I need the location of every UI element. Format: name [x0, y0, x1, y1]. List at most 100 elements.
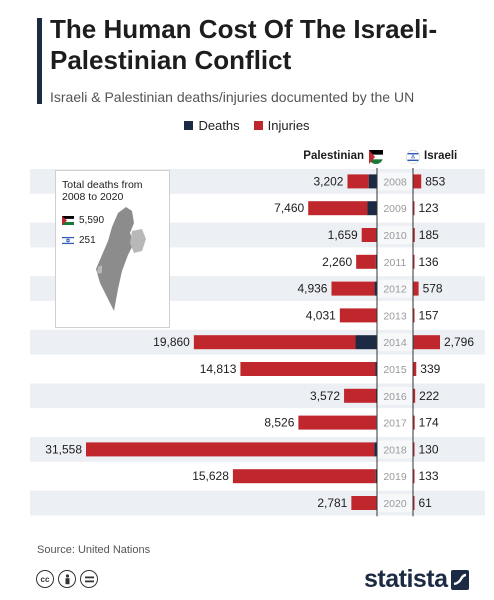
year-cell [377, 413, 413, 432]
year-label: 2009 [383, 203, 407, 215]
year-cell [377, 199, 413, 218]
palestinian-injuries-bar [339, 308, 377, 323]
title-accent-bar [37, 18, 42, 104]
palestinian-injuries-bar [232, 469, 376, 484]
palestinian-value-label: 3,572 [310, 389, 340, 403]
palestinian-value-label: 1,659 [328, 228, 358, 242]
israeli-value-label: 578 [423, 282, 443, 296]
israeli-value-label: 123 [419, 201, 439, 215]
palestinian-deaths-bar [368, 174, 377, 189]
palestinian-injuries-bar [361, 228, 377, 242]
palestinian-value-label: 2,260 [322, 255, 352, 269]
israeli-value-label: 853 [425, 174, 445, 188]
statista-mark-icon [450, 569, 469, 590]
israeli-value-label: 185 [419, 228, 439, 242]
palestinian-deaths-bar [367, 201, 377, 216]
palestinian-value-label: 2,781 [317, 496, 347, 510]
statista-logo[interactable]: statista [364, 565, 469, 594]
palestinian-value-label: 19,860 [153, 335, 190, 349]
palestinian-injuries-bar [86, 442, 375, 457]
year-label: 2010 [383, 230, 407, 242]
attribution-icon[interactable] [58, 570, 76, 588]
inset-israeli-value: 251 [79, 235, 96, 246]
palestinian-deaths-bar [375, 254, 377, 269]
year-label: 2008 [383, 176, 407, 188]
year-cell [377, 360, 413, 378]
year-label: 2015 [383, 364, 407, 376]
israeli-injuries-bar [413, 469, 415, 484]
palestinian-injuries-bar [308, 201, 368, 216]
israeli-injuries-bar [413, 254, 415, 269]
israel-flag-icon [62, 236, 74, 245]
year-cell [377, 440, 413, 459]
year-label: 2019 [383, 471, 407, 483]
palestinian-deaths-bar [355, 335, 377, 350]
row-band [30, 490, 485, 516]
legend: Deaths Injuries [0, 118, 494, 133]
israeli-value-label: 61 [419, 496, 433, 510]
legend-item-deaths: Deaths [184, 118, 240, 133]
page-subtitle: Israeli & Palestinian deaths/injuries do… [50, 89, 415, 105]
cc-icon[interactable]: cc [36, 570, 54, 588]
palestinian-value-label: 8,526 [264, 416, 294, 430]
israeli-injuries-bar [413, 496, 415, 510]
palestinian-injuries-bar [347, 174, 369, 189]
year-label: 2014 [383, 337, 407, 349]
palestinian-injuries-bar [344, 388, 376, 403]
palestinian-value-label: 31,558 [45, 442, 82, 456]
year-cell [377, 252, 413, 271]
israeli-value-label: 222 [419, 389, 439, 403]
legend-swatch-injuries [253, 121, 263, 130]
year-cell [377, 172, 413, 191]
legend-label-deaths: Deaths [198, 118, 240, 133]
inset-title: Total deaths from 2008 to 2020 [62, 179, 143, 203]
palestinian-deaths-bar [374, 442, 377, 457]
legend-item-injuries: Injuries [253, 118, 310, 133]
palestinian-injuries-bar [240, 362, 376, 376]
israeli-injuries-bar [413, 362, 417, 376]
israeli-value-label: 157 [419, 308, 439, 322]
israeli-value-label: 2,796 [444, 335, 474, 349]
year-label: 2017 [383, 418, 407, 430]
palestinian-injuries-bar [351, 496, 377, 510]
inset-row-israeli: 251 [62, 235, 96, 246]
side-label-palestinian: Palestinian [303, 150, 364, 162]
year-label: 2011 [384, 257, 407, 269]
year-label: 2020 [383, 498, 407, 510]
palestinian-value-label: 4,936 [297, 282, 327, 296]
israeli-value-label: 133 [419, 469, 439, 483]
brand-name: statista [364, 565, 448, 593]
total-deaths-inset: Total deaths from 2008 to 2020 5,590 251 [55, 170, 170, 328]
year-cell [377, 494, 413, 512]
palestinian-deaths-bar [374, 281, 377, 296]
inset-row-palestinian: 5,590 [62, 215, 104, 226]
year-cell [377, 386, 413, 405]
israeli-injuries-bar [413, 335, 440, 350]
year-label: 2016 [383, 391, 407, 403]
palestine-flag-icon [62, 216, 74, 225]
map-icon [96, 207, 146, 311]
year-label: 2012 [383, 284, 407, 296]
license-icons[interactable]: cc [36, 570, 98, 588]
israeli-injuries-bar [413, 415, 415, 430]
israeli-injuries-bar [413, 228, 415, 242]
palestinian-deaths-bar [375, 469, 377, 484]
palestinian-injuries-bar [356, 254, 376, 269]
palestinian-value-label: 14,813 [200, 362, 237, 376]
israeli-injuries-bar [413, 388, 416, 403]
palestinian-deaths-bar [375, 362, 377, 376]
palestinian-deaths-bar [375, 388, 377, 403]
no-derivatives-icon[interactable] [80, 570, 98, 588]
page-title: The Human Cost Of The Israeli-Palestinia… [50, 14, 438, 75]
palestinian-value-label: 7,460 [274, 201, 304, 215]
palestinian-value-label: 3,202 [313, 174, 343, 188]
israeli-injuries-bar [413, 308, 415, 323]
palestinian-injuries-bar [193, 335, 356, 350]
israel-flag-header-icon [406, 150, 420, 164]
inset-palestinian-value: 5,590 [79, 215, 105, 226]
legend-label-injuries: Injuries [267, 118, 310, 133]
year-cell [377, 226, 413, 244]
palestinian-injuries-bar [298, 415, 377, 430]
year-cell [377, 279, 413, 298]
israeli-injuries-bar [413, 281, 419, 296]
